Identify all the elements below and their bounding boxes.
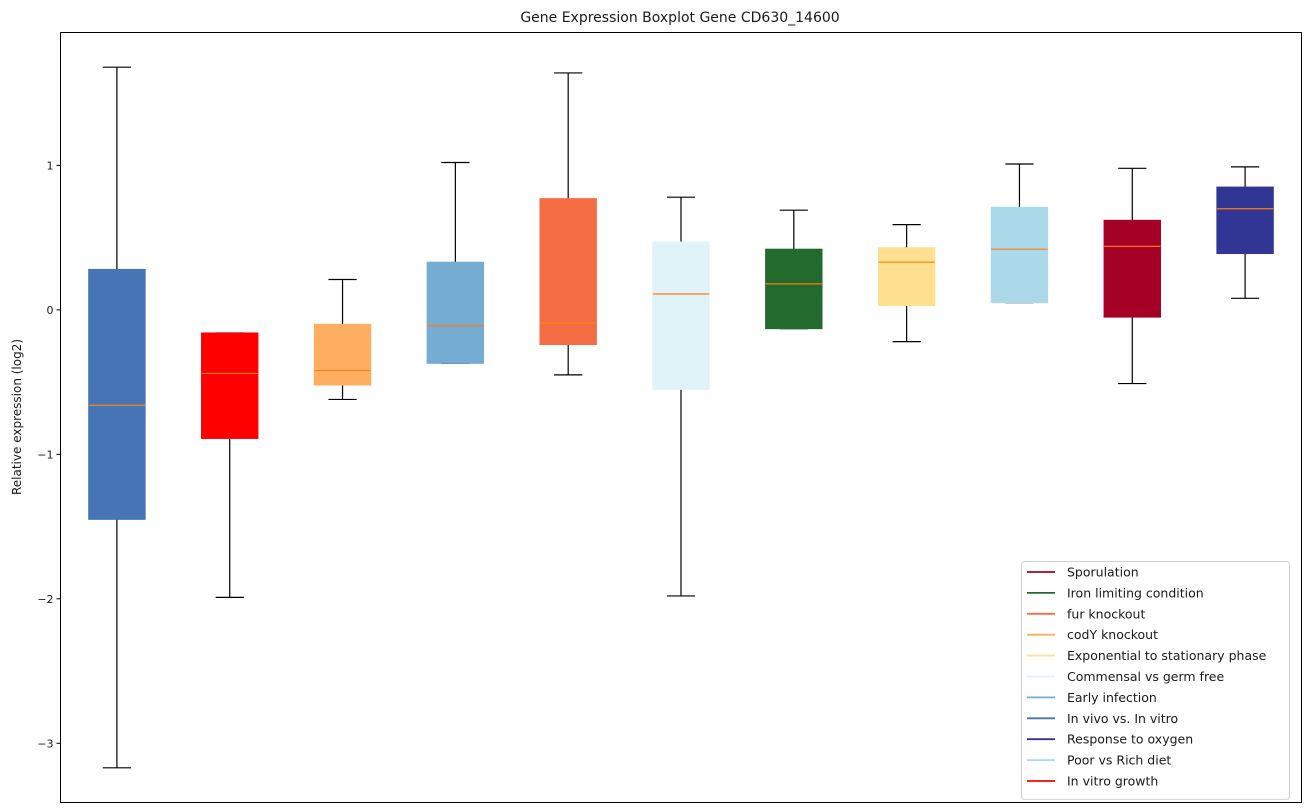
box-body [88, 268, 146, 520]
boxes-group [88, 66, 1274, 769]
box-7 [765, 209, 823, 330]
y-tick-label: −1 [37, 448, 53, 461]
legend-item: Early infection [1027, 690, 1157, 705]
box-body [201, 332, 259, 439]
legend-item: fur knockout [1027, 606, 1145, 621]
box-6 [652, 196, 710, 597]
y-tick-label: 1 [47, 159, 54, 172]
box-8 [877, 224, 936, 343]
legend-item: Response to oxygen [1027, 732, 1193, 747]
box-body [877, 247, 936, 307]
box-body [652, 241, 710, 390]
box-3 [313, 278, 372, 401]
box-11 [1216, 166, 1274, 299]
box-body [426, 261, 485, 364]
y-axis-label: Relative expression (log2) [10, 339, 24, 495]
box-body [313, 323, 372, 386]
legend-item: In vivo vs. In vitro [1027, 711, 1178, 726]
box-5 [539, 72, 597, 376]
box-body [765, 248, 823, 330]
legend-item: Exponential to stationary phase [1027, 648, 1267, 663]
legend-label: Iron limiting condition [1067, 585, 1204, 600]
box-body [1103, 219, 1161, 318]
legend: Sporulation Iron limiting condition fur kn… [1021, 561, 1290, 800]
plot-frame [60, 32, 1302, 803]
legend-item: Iron limiting condition [1027, 585, 1204, 600]
legend-item: Sporulation [1027, 565, 1139, 580]
legend-label: In vitro growth [1067, 774, 1158, 789]
box-9 [990, 163, 1049, 304]
legend-item: In vitro growth [1027, 774, 1158, 789]
legend-label: Commensal vs germ free [1067, 669, 1224, 684]
legend-label: Early infection [1067, 690, 1157, 705]
legend-label: Exponential to stationary phase [1067, 648, 1267, 663]
legend-label: codY knockout [1067, 627, 1158, 642]
y-tick-label: −2 [37, 593, 53, 606]
legend-item: Poor vs Rich diet [1027, 753, 1171, 768]
chart-title: Gene Expression Boxplot Gene CD630_14600 [520, 10, 839, 26]
legend-label: Poor vs Rich diet [1067, 753, 1171, 768]
legend-label: fur knockout [1067, 606, 1145, 621]
y-tick-label: −3 [37, 737, 53, 750]
box-2 [201, 332, 259, 598]
legend-box [1021, 561, 1290, 800]
box-body [990, 206, 1049, 304]
legend-item: Commensal vs germ free [1027, 669, 1224, 684]
y-axis: 1 0 −1 −2 −3 [37, 159, 61, 750]
box-body [539, 198, 597, 346]
box-1 [88, 66, 146, 769]
legend-label: Response to oxygen [1067, 732, 1193, 747]
box-4 [426, 161, 485, 364]
legend-label: In vivo vs. In vitro [1067, 711, 1178, 726]
box-10 [1103, 167, 1161, 385]
legend-item: codY knockout [1027, 627, 1158, 642]
legend-label: Sporulation [1067, 565, 1139, 580]
y-tick-label: 0 [47, 304, 54, 317]
box-body [1216, 186, 1274, 255]
